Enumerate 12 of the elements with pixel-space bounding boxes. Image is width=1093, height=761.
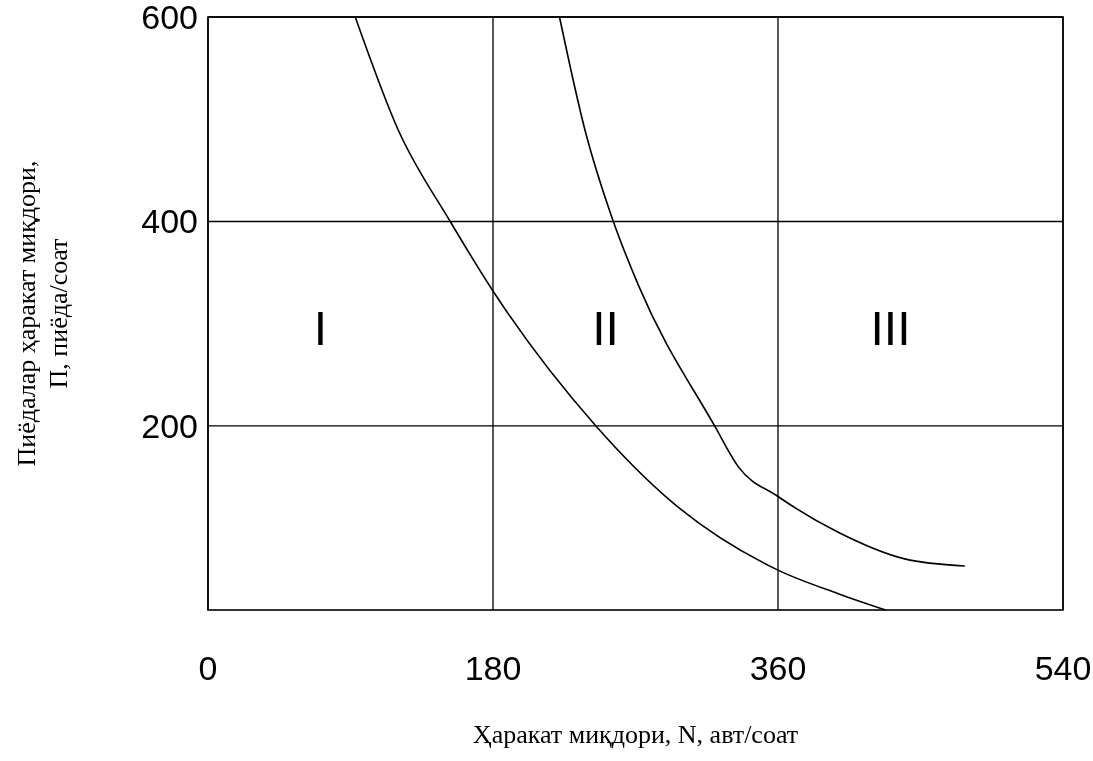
annotation: I bbox=[313, 302, 328, 356]
x-tick-label: 540 bbox=[1034, 649, 1092, 687]
y-axis-title: Пиёдалар ҳаракат миқдори, П, пиёда/соат bbox=[12, 160, 73, 467]
x-tick-label: 0 bbox=[198, 649, 218, 687]
y-tick-label: 400 bbox=[141, 202, 198, 241]
x-tick-label: 360 bbox=[749, 649, 807, 687]
x-tick-label: 180 bbox=[464, 649, 522, 687]
y-tick-label: 600 bbox=[141, 0, 198, 36]
annotation: III bbox=[870, 302, 911, 356]
x-axis-title: Ҳаракат миқдори, N, авт/соат bbox=[472, 720, 799, 749]
y-tick-label: 200 bbox=[141, 406, 198, 445]
annotation: II bbox=[592, 302, 619, 356]
